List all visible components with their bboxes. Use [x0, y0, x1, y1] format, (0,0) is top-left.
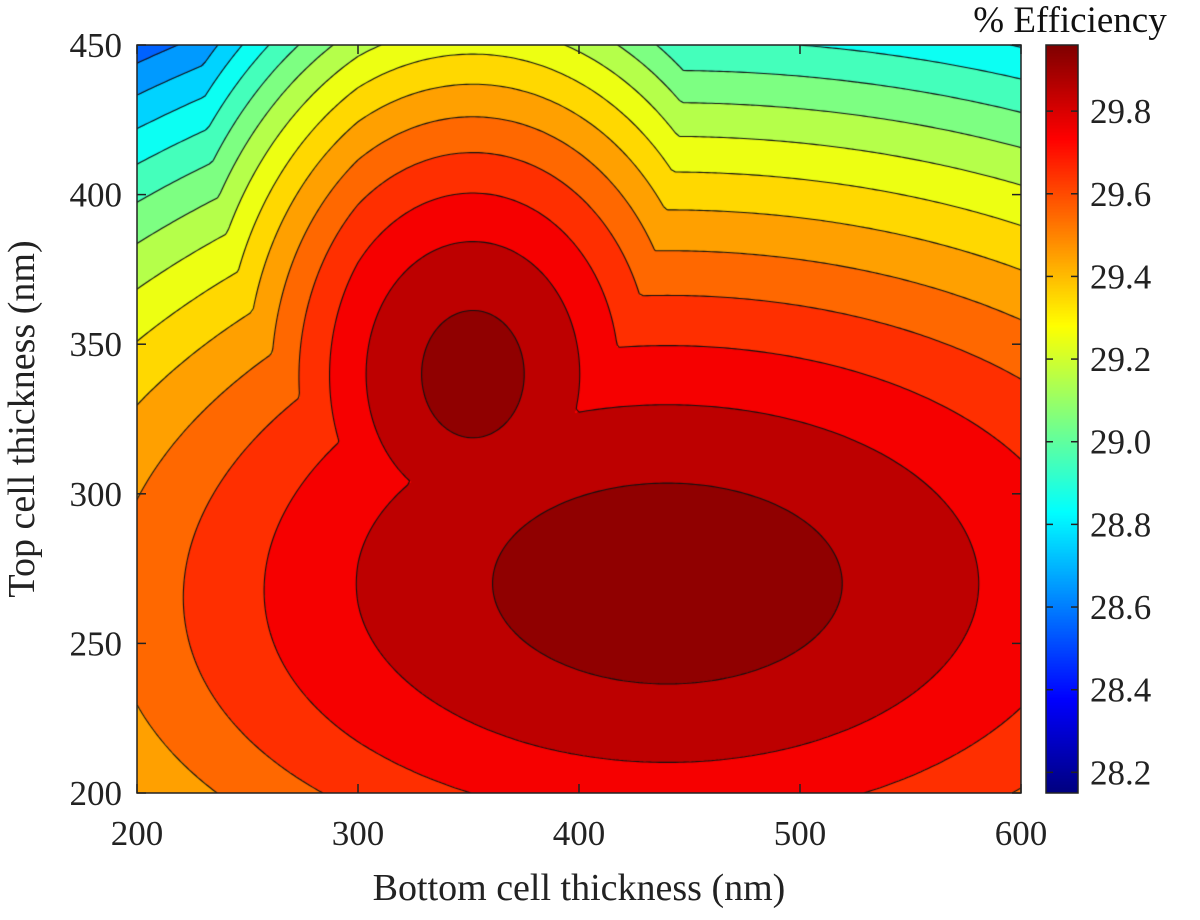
y-tick-label-0: 200 — [70, 774, 123, 813]
colorbar-tick-label-6: 29.4 — [1090, 257, 1151, 296]
x-tick-label-1: 300 — [332, 814, 385, 853]
y-tick-label-1: 250 — [70, 624, 123, 663]
plot-frame — [136, 44, 1022, 794]
colorbar-tick-label-0: 28.2 — [1090, 753, 1151, 792]
x-tick-label-2: 400 — [553, 814, 606, 853]
colorbar-frame — [1045, 44, 1079, 794]
colorbar-tick-label-3: 28.8 — [1090, 505, 1151, 544]
x-axis-label: Bottom cell thickness (nm) — [373, 867, 786, 909]
x-tick-label-0: 200 — [111, 814, 164, 853]
colorbar-tick-label-1: 28.4 — [1090, 671, 1151, 710]
x-tick-label-3: 500 — [774, 814, 827, 853]
colorbar-gradient — [1046, 45, 1078, 793]
y-tick-label-4: 400 — [70, 176, 123, 215]
y-tick-label-5: 450 — [70, 26, 123, 65]
y-axis-ticks: 200 250 300 350 400 450 — [70, 26, 1021, 813]
y-tick-label-2: 300 — [70, 475, 123, 514]
y-axis-label: Top cell thickness (nm) — [1, 240, 43, 597]
colorbar-tick-label-5: 29.2 — [1090, 340, 1151, 379]
colorbar-tick-label-4: 29.0 — [1090, 423, 1151, 462]
contour-plot-area — [137, 45, 1021, 793]
colorbar-tick-label-7: 29.6 — [1090, 175, 1151, 214]
colorbar-ticks: 28.2 28.4 28.6 28.8 29.0 29.2 29.4 29.6 29.8 — [1046, 92, 1151, 792]
x-tick-label-4: 600 — [995, 814, 1048, 853]
colorbar-tick-label-2: 28.6 — [1090, 588, 1151, 627]
colorbar-title: % Efficiency — [973, 0, 1167, 41]
colorbar-tick-label-8: 29.8 — [1090, 92, 1151, 131]
x-axis-ticks: 200 300 400 500 600 — [111, 45, 1048, 853]
y-tick-label-3: 350 — [70, 325, 123, 364]
